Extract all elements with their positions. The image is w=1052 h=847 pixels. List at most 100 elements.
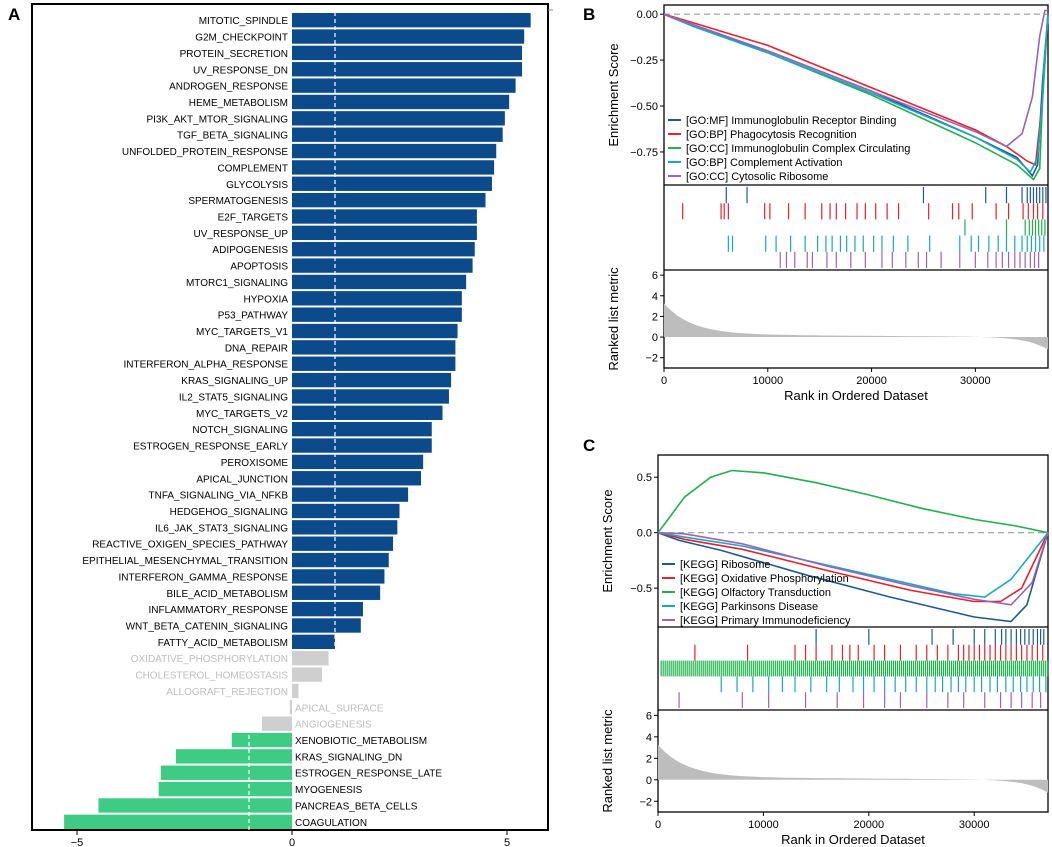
bar-il6_jak_stat3_signaling [292, 520, 398, 535]
ranked-metric-area [664, 303, 1048, 350]
bar-label-interferon_gamma_response: INTERFERON_GAMMA_RESPONSE [119, 572, 289, 583]
bar-label-mitotic_spindle: MITOTIC_SPINDLE [199, 16, 289, 27]
bar-label-unfolded_protein_response: UNFOLDED_PROTEIN_RESPONSE [122, 147, 288, 158]
bar-label-hypoxia: HYPOXIA [244, 294, 289, 305]
bar-dna_repair [292, 340, 456, 355]
legend-label-4: [KEGG] Parkinsons Disease [680, 601, 818, 613]
bar-p53_pathway [292, 307, 462, 322]
metric-tick-label: 4 [646, 732, 652, 744]
es-curve-4 [657, 531, 1049, 598]
metric-tick-label: −2 [645, 353, 658, 365]
plot-frame [663, 4, 1049, 369]
x-tick-label--5: −5 [71, 837, 84, 847]
bar-label-myc_targets_v1: MYC_TARGETS_V1 [196, 327, 288, 338]
metric-tick-label: 2 [652, 311, 658, 323]
bar-protein_secretion [292, 45, 523, 61]
panel-label-b: B [583, 5, 595, 24]
bar-epithelial_mesenchymal_transition [292, 552, 389, 568]
bar-apical_junction [292, 471, 421, 486]
metric-tick-label: 2 [646, 753, 652, 765]
bar-estrogen_response_late [160, 765, 292, 780]
metric-tick-label: 4 [652, 291, 658, 303]
legend-label-2: [KEGG] Oxidative Phosphorylation [680, 573, 849, 585]
bar-label-tnfa_signaling_via_nfkb: TNFA_SIGNALING_VIA_NFKB [149, 491, 289, 502]
bar-inflammatory_response [292, 601, 363, 617]
bar-label-coagulation: COAGULATION [295, 818, 367, 829]
panel-label-c: C [583, 436, 595, 455]
x-axis-title: Rank in Ordered Dataset [784, 388, 928, 403]
x-tick-label-0: 0 [289, 837, 295, 847]
bar-label-peroxisome: PEROXISOME [221, 458, 289, 469]
bar-label-glycolysis: GLYCOLYSIS [226, 180, 288, 191]
bar-label-inflammatory_response: INFLAMMATORY_RESPONSE [149, 605, 289, 616]
bar-label-uv_response_dn: UV_RESPONSE_DN [193, 65, 288, 76]
x-tick-label: 30000 [959, 819, 990, 831]
ranked-metric-area [658, 744, 1048, 793]
y-tick-label: −0.5 [630, 583, 652, 595]
bar-unfolded_protein_response [292, 143, 497, 159]
bar-label-xenobiotic_metabolism: XENOBIOTIC_METABOLISM [295, 736, 427, 747]
bar-pi3k_akt_mtor_signaling [292, 111, 505, 126]
bar-coagulation [64, 814, 292, 829]
bar-reactive_oxigen_species_pathway [292, 536, 394, 551]
bar-fatty_acid_metabolism [292, 634, 335, 650]
bar-androgen_response [292, 78, 516, 93]
bar-uv_response_up [292, 225, 477, 241]
bar-label-kras_signaling_dn: KRAS_SIGNALING_DN [295, 752, 402, 763]
bar-label-heme_metabolism: HEME_METABOLISM [189, 98, 288, 109]
y-tick-label: 0.0 [637, 528, 652, 540]
legend-label-1: [GO:MF] Immunoglobulin Receptor Binding [686, 115, 896, 127]
y-tick-label: −0.25 [630, 55, 658, 67]
bar-label-oxidative_phosphorylation: OXIDATIVE_PHOSPHORYLATION [131, 654, 288, 665]
bar-label-apoptosis: APOPTOSIS [230, 262, 288, 273]
bar-notch_signaling [292, 422, 432, 437]
bar-peroxisome [292, 454, 424, 470]
bar-label-cholesterol_homeostasis: CHOLESTEROL_HOMEOSTASIS [135, 671, 288, 682]
bar-heme_metabolism [292, 94, 510, 110]
bar-label-uv_response_up: UV_RESPONSE_UP [194, 229, 289, 240]
legend-label-2: [GO:BP] Phagocytosis Recognition [686, 129, 857, 141]
metric-tick-label: 0 [652, 332, 658, 344]
bar-adipogenesis [292, 242, 475, 257]
bar-estrogen_response_early [292, 438, 432, 453]
metric-axis-title: Ranked list metric [606, 267, 621, 371]
y-axis-title: Enrichment Score [606, 43, 621, 146]
legend-label-4: [GO:BP] Complement Activation [686, 157, 843, 169]
bar-label-pi3k_akt_mtor_signaling: PI3K_AKT_MTOR_SIGNALING [146, 114, 288, 125]
bar-xenobiotic_metabolism [231, 732, 292, 748]
legend-label-5: [KEGG] Primary Immunodeficiency [680, 615, 851, 627]
bar-label-tgf_beta_signaling: TGF_BETA_SIGNALING [177, 131, 288, 142]
legend-label-3: [KEGG] Olfactory Transduction [680, 587, 831, 599]
x-tick-label: 30000 [960, 375, 991, 387]
bar-oxidative_phosphorylation [292, 651, 329, 666]
bar-label-angiogenesis: ANGIOGENESIS [295, 720, 372, 731]
bar-label-il2_stat5_signaling: IL2_STAT5_SIGNALING [179, 392, 288, 403]
metric-axis-title: Ranked list metric [600, 709, 615, 813]
bar-kras_signaling_dn [175, 749, 292, 764]
x-tick-label: 0 [655, 819, 661, 831]
bar-mitotic_spindle [292, 13, 531, 28]
metric-tick-label: 6 [652, 270, 658, 282]
bar-hedgehog_signaling [292, 503, 400, 519]
plot-frame [31, 3, 549, 831]
legend-label-5: [GO:CC] Cytosolic Ribosome [686, 171, 828, 183]
x-tick-label: 20000 [856, 375, 887, 387]
bar-label-fatty_acid_metabolism: FATTY_ACID_METABOLISM [158, 638, 288, 649]
bar-pancreas_beta_cells [98, 798, 292, 813]
bar-label-apical_junction: APICAL_JUNCTION [196, 474, 288, 485]
bar-myc_targets_v2 [292, 405, 443, 420]
bar-label-protein_secretion: PROTEIN_SECRETION [180, 49, 288, 60]
bar-e2f_targets [292, 209, 477, 224]
bar-il2_stat5_signaling [292, 389, 449, 404]
bar-label-estrogen_response_early: ESTROGEN_RESPONSE_EARLY [133, 442, 288, 453]
bar-label-bile_acid_metabolism: BILE_ACID_METABOLISM [166, 589, 288, 600]
bar-myogenesis [158, 781, 292, 797]
legend-label-1: [KEGG] Ribosome [680, 559, 770, 571]
bar-hypoxia [292, 291, 462, 306]
bar-label-e2f_targets: E2F_TARGETS [218, 213, 289, 224]
bar-label-kras_signaling_up: KRAS_SIGNALING_UP [181, 376, 288, 387]
bar-label-interferon_alpha_response: INTERFERON_ALPHA_RESPONSE [124, 360, 289, 371]
